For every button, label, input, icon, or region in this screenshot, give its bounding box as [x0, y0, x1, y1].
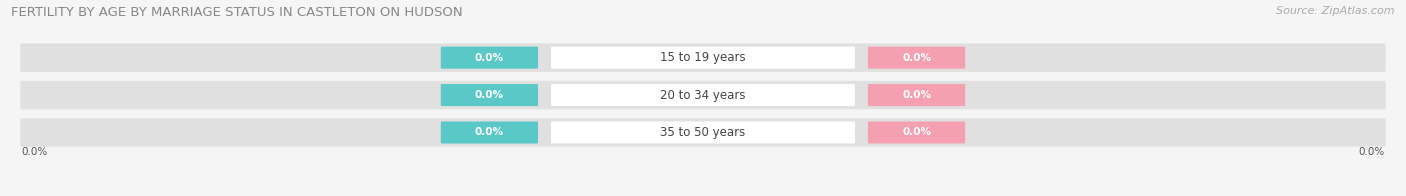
Text: 0.0%: 0.0% [903, 53, 931, 63]
Text: 35 to 50 years: 35 to 50 years [661, 126, 745, 139]
FancyBboxPatch shape [551, 84, 855, 106]
FancyBboxPatch shape [868, 122, 965, 143]
Text: 0.0%: 0.0% [1358, 147, 1385, 157]
Text: 0.0%: 0.0% [21, 147, 48, 157]
FancyBboxPatch shape [441, 47, 538, 69]
Text: 0.0%: 0.0% [903, 127, 931, 137]
Text: Source: ZipAtlas.com: Source: ZipAtlas.com [1277, 6, 1395, 16]
FancyBboxPatch shape [21, 81, 1385, 109]
FancyBboxPatch shape [868, 84, 965, 106]
Text: FERTILITY BY AGE BY MARRIAGE STATUS IN CASTLETON ON HUDSON: FERTILITY BY AGE BY MARRIAGE STATUS IN C… [11, 6, 463, 19]
Text: 0.0%: 0.0% [475, 90, 503, 100]
Text: 15 to 19 years: 15 to 19 years [661, 51, 745, 64]
Text: 20 to 34 years: 20 to 34 years [661, 89, 745, 102]
FancyBboxPatch shape [551, 122, 855, 143]
Text: 0.0%: 0.0% [903, 90, 931, 100]
Text: 0.0%: 0.0% [475, 127, 503, 137]
FancyBboxPatch shape [441, 84, 538, 106]
FancyBboxPatch shape [868, 47, 965, 69]
FancyBboxPatch shape [21, 44, 1385, 72]
FancyBboxPatch shape [551, 47, 855, 69]
FancyBboxPatch shape [441, 122, 538, 143]
FancyBboxPatch shape [21, 118, 1385, 147]
Text: 0.0%: 0.0% [475, 53, 503, 63]
